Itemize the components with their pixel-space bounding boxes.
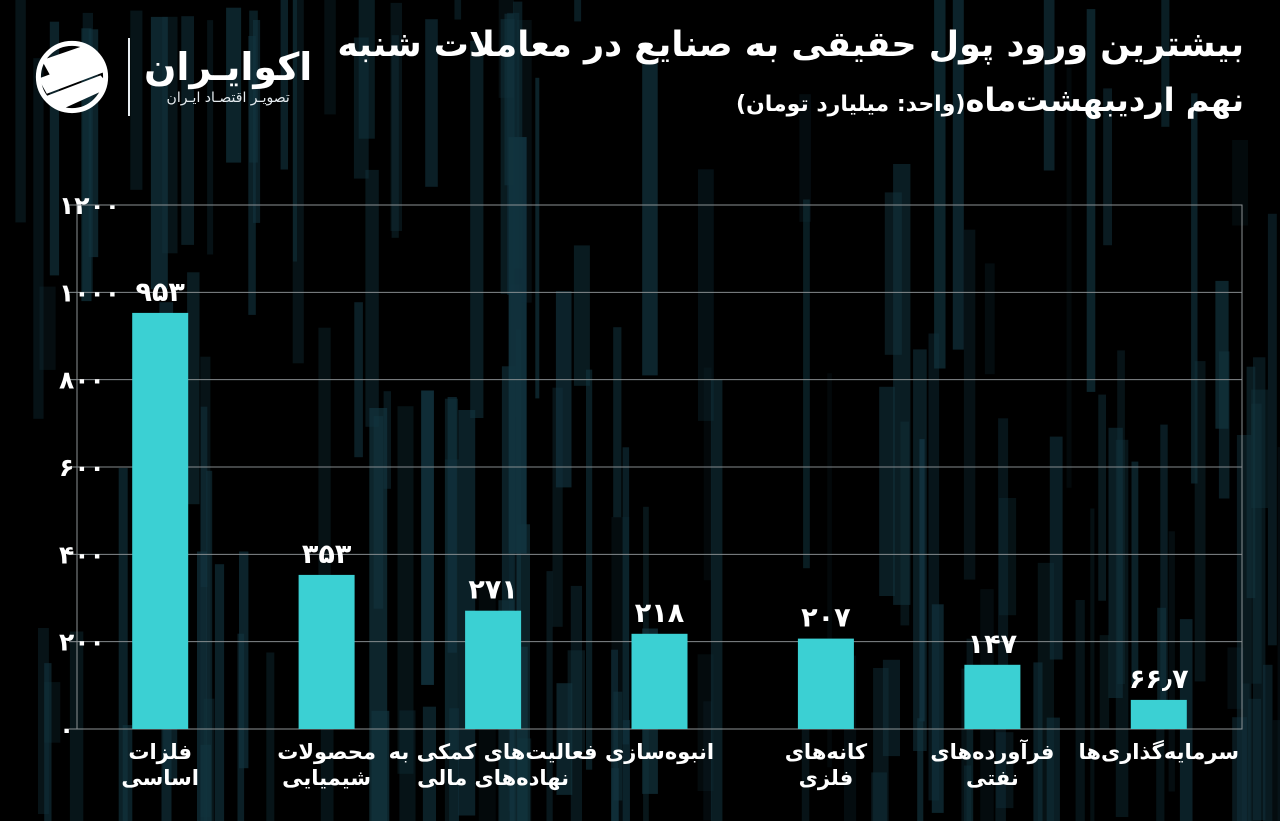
y-axis-tick-label: ۴۰۰ <box>59 540 105 569</box>
x-axis-category-label: شیمیایی <box>282 766 371 790</box>
bar[interactable] <box>797 638 854 729</box>
bar-value-label: ۱۴۷ <box>968 629 1018 660</box>
x-axis-category-label: فلزی <box>799 766 854 790</box>
y-axis-tick-label: ۸۰۰ <box>59 366 105 395</box>
bar[interactable] <box>132 312 189 729</box>
bar-value-label: ۳۵۳ <box>302 539 352 570</box>
x-axis-category-label: فرآورده‌های <box>930 739 1054 764</box>
x-axis-category-label: کانه‌های <box>785 740 868 764</box>
bar[interactable] <box>465 610 522 729</box>
x-axis-category-label: انبوه‌سازی <box>605 740 714 764</box>
brand-tagline: تصویـر اقتصـاد ایـران <box>166 89 290 106</box>
bar[interactable] <box>1130 699 1187 729</box>
brand-name: اکوایـران <box>144 45 313 90</box>
x-axis-category-label: نفتی <box>966 766 1019 790</box>
bar[interactable] <box>631 633 688 729</box>
chart-header: اکوایـران تصویـر اقتصـاد ایـران بیشترین … <box>0 0 1280 175</box>
title-block: بیشترین ورود پول حقیقی به صنایع در معامل… <box>337 22 1244 119</box>
y-axis-tick-label: ۶۰۰ <box>59 453 105 482</box>
x-axis-category-label: سرمایه‌گذاری‌ها <box>1079 739 1240 764</box>
bar-value-label: ۹۵۳ <box>135 277 185 308</box>
x-axis-category-label: نهاده‌های مالی <box>417 766 569 790</box>
bar-value-label: ۲۰۷ <box>801 603 851 634</box>
subtitle-row: نهم اردیبهشت‌ماه (واحد: میلیارد تومان) <box>344 81 1244 119</box>
bar-value-label: ۲۷۱ <box>468 575 517 606</box>
x-axis-category-label: فعالیت‌های کمکی به <box>389 740 598 764</box>
bar[interactable] <box>964 664 1021 729</box>
bar-value-label: ۲۱۸ <box>635 598 685 629</box>
y-axis-tick-label: ۲۰۰ <box>59 628 105 657</box>
chart-unit-label: (واحد: میلیارد تومان) <box>735 92 966 118</box>
x-axis-category-label: اساسی <box>121 766 199 790</box>
chart-date: نهم اردیبهشت‌ماه <box>965 81 1244 120</box>
page-title: بیشترین ورود پول حقیقی به صنایع در معامل… <box>337 25 1244 65</box>
y-axis-tick-label: ۱۰۰۰ <box>59 278 120 307</box>
x-axis-category-label: فلزات <box>128 740 192 764</box>
y-axis-tick-label: ۰ <box>59 715 74 744</box>
brand-text: اکوایـران تصویـر اقتصـاد ایـران <box>144 45 313 106</box>
x-axis-category-label: محصولات <box>277 740 376 764</box>
bar[interactable] <box>298 574 355 729</box>
eco-iran-globe-logo-icon <box>35 40 109 114</box>
brand-divider <box>128 38 130 116</box>
brand-lockup: اکوایـران تصویـر اقتصـاد ایـران <box>30 22 330 132</box>
bar-value-label: ۶۶٫۷ <box>1129 664 1189 695</box>
